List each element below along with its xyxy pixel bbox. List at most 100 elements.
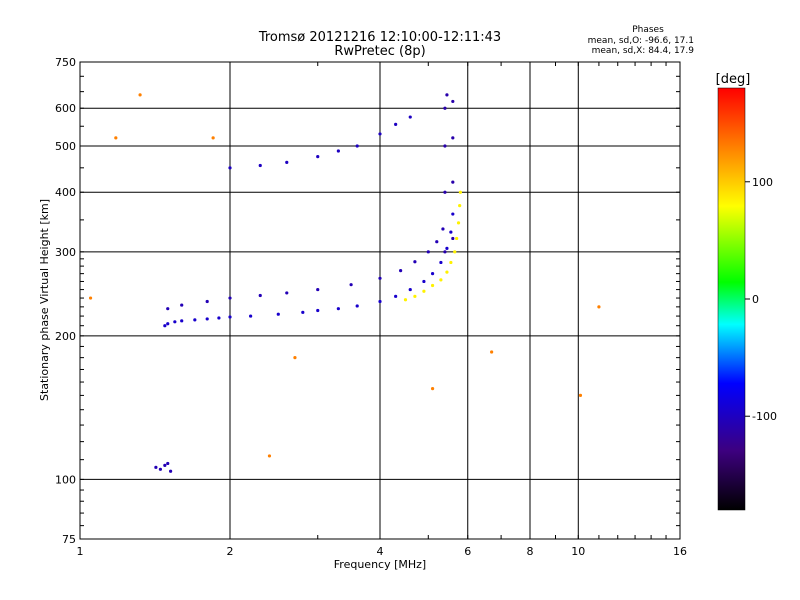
data-point <box>451 212 455 216</box>
data-point <box>578 393 583 398</box>
data-point <box>169 469 173 473</box>
data-point <box>443 190 447 194</box>
chart-title: Tromsø 20121216 12:10:00-12:11:43 <box>258 30 501 45</box>
stats-header: Phases <box>632 25 664 35</box>
data-point <box>336 307 340 311</box>
data-point <box>456 221 461 225</box>
data-point <box>413 260 417 264</box>
data-point <box>173 320 177 324</box>
data-point <box>258 163 262 168</box>
data-points <box>88 93 601 473</box>
x-tick-label: 6 <box>464 545 471 558</box>
colorbar-tick-label: 0 <box>752 293 759 306</box>
x-tick-label: 8 <box>527 545 534 558</box>
data-point <box>180 319 184 323</box>
y-axis-ticks: 75 100 200 300 400 500 600 750 <box>55 56 680 546</box>
data-point <box>285 291 289 295</box>
colorbar-tick-label: -100 <box>752 410 777 423</box>
data-point <box>158 467 163 471</box>
y-tick-label: 100 <box>55 473 76 486</box>
y-axis-label: Stationary phase Virtual Height [km] <box>38 199 51 401</box>
data-point <box>193 318 197 322</box>
grid-lines <box>80 62 680 539</box>
data-point <box>435 240 439 244</box>
data-point <box>349 283 353 287</box>
data-point <box>336 149 340 153</box>
data-point <box>138 93 142 97</box>
data-point <box>276 312 280 316</box>
data-point <box>453 250 457 254</box>
y-tick-label: 75 <box>62 533 76 546</box>
data-point <box>443 250 447 254</box>
data-point <box>449 260 453 265</box>
data-point <box>449 230 453 234</box>
data-point <box>413 294 417 298</box>
data-point <box>441 227 445 231</box>
x-axis-ticks: 1 2 4 6 8 10 16 <box>77 62 687 558</box>
data-point <box>249 314 253 318</box>
data-point <box>228 296 232 300</box>
data-point <box>458 190 463 194</box>
data-point <box>422 279 426 284</box>
y-tick-label: 400 <box>55 186 76 199</box>
x-tick-label: 2 <box>227 545 234 558</box>
data-point <box>422 289 426 293</box>
data-point <box>430 272 435 276</box>
data-point <box>394 122 398 126</box>
data-point <box>430 283 435 288</box>
data-point <box>445 246 449 250</box>
data-point <box>205 317 209 321</box>
data-point <box>166 461 170 466</box>
colorbar-label: [deg] <box>716 72 751 87</box>
data-point <box>166 322 170 326</box>
data-point <box>267 454 272 458</box>
data-point <box>293 356 297 360</box>
data-point <box>163 463 167 467</box>
data-point <box>597 305 601 309</box>
y-tick-label: 500 <box>55 140 76 153</box>
y-tick-label: 600 <box>55 102 76 115</box>
data-point <box>205 299 209 304</box>
data-point <box>430 387 435 391</box>
data-point <box>316 155 320 159</box>
data-point <box>439 260 443 265</box>
data-point <box>378 276 382 280</box>
chart-subtitle: RwPretec (8p) <box>334 44 425 59</box>
data-point <box>403 298 408 302</box>
data-point <box>316 308 320 313</box>
y-tick-label: 750 <box>55 56 76 69</box>
x-axis-label: Frequency [MHz] <box>334 558 426 571</box>
data-point <box>451 236 455 241</box>
data-point <box>443 106 447 110</box>
stats-line-x: mean, sd,X: 84.4, 17.9 <box>592 46 695 56</box>
data-point <box>258 293 262 298</box>
data-point <box>114 136 118 140</box>
data-point <box>88 296 93 300</box>
data-point <box>166 307 170 311</box>
data-point <box>163 324 167 328</box>
x-tick-label: 16 <box>673 545 687 558</box>
data-point <box>458 203 462 208</box>
y-tick-label: 200 <box>55 330 76 343</box>
data-point <box>316 287 320 292</box>
data-point <box>211 136 215 140</box>
x-tick-label: 10 <box>571 545 585 558</box>
data-point <box>301 310 305 314</box>
data-point <box>445 93 449 97</box>
data-point <box>408 115 412 119</box>
data-point <box>451 180 455 184</box>
data-point <box>490 350 494 354</box>
colorbar-tick-label: 100 <box>752 176 773 189</box>
data-point <box>394 294 398 298</box>
data-point <box>285 160 289 164</box>
y-tick-label: 300 <box>55 246 76 259</box>
data-point <box>180 303 184 307</box>
colorbar <box>717 87 746 511</box>
data-point <box>355 144 359 148</box>
data-point <box>451 136 455 140</box>
data-point <box>426 250 430 254</box>
stats-line-o: mean, sd,O: -96.6, 17.1 <box>588 36 694 46</box>
data-point <box>378 299 382 304</box>
data-point <box>455 236 459 241</box>
